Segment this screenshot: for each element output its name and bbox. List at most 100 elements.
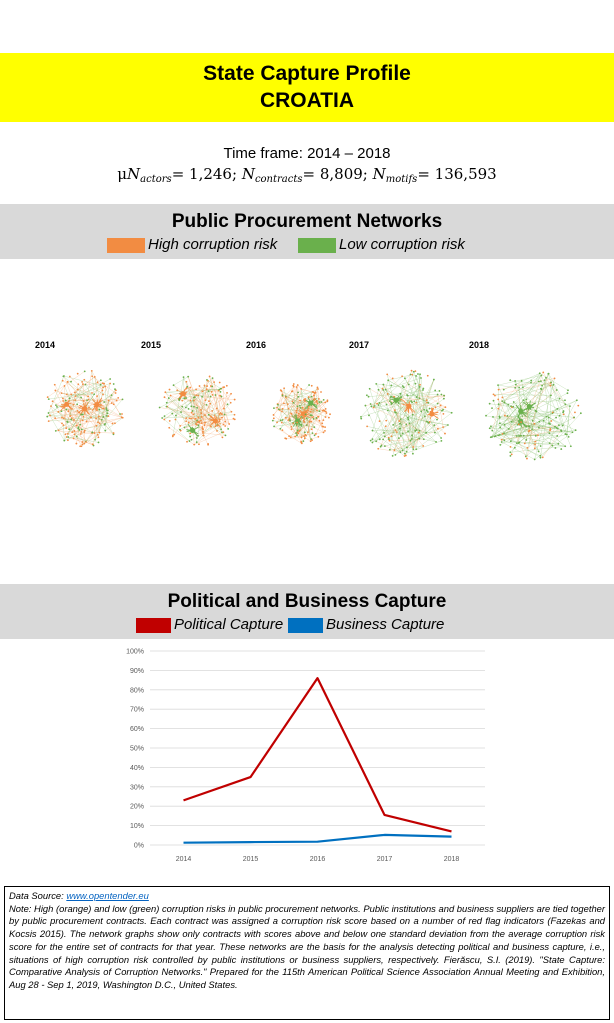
network-node (49, 414, 51, 417)
network-node (520, 434, 522, 437)
network-node (179, 425, 182, 427)
network-hub (393, 397, 399, 403)
network-node (387, 438, 390, 441)
network-node (426, 411, 429, 413)
network-edge (210, 378, 213, 387)
network-node (220, 428, 222, 431)
network-node (102, 393, 104, 396)
network-edge (420, 377, 427, 433)
network-edge (416, 386, 420, 403)
network-node (200, 422, 203, 425)
network-edge (75, 380, 101, 397)
network-node (558, 424, 560, 427)
network-edge (74, 429, 82, 435)
network-node (186, 385, 189, 388)
data-source-line: Data Source: www.opentender.eu (9, 890, 605, 903)
network-node (530, 381, 532, 384)
network-node (414, 370, 417, 373)
network-node (201, 395, 203, 398)
network-node (65, 393, 68, 396)
network-node (180, 411, 182, 414)
network-node (400, 398, 402, 401)
network-node (96, 381, 99, 384)
network-node (112, 383, 115, 385)
network-edge (369, 388, 385, 433)
network-edge (395, 429, 403, 451)
network-edge (395, 432, 427, 456)
network-node (412, 448, 415, 451)
network-node (324, 416, 327, 418)
network-graph-2014 (46, 370, 124, 448)
network-edge (317, 387, 323, 424)
network-edge (307, 415, 313, 433)
network-edge (177, 390, 197, 396)
network-node (198, 443, 200, 446)
y-tick-label: 20% (130, 804, 144, 811)
network-node (371, 438, 374, 441)
network-node (497, 398, 500, 401)
network-node (302, 440, 305, 443)
network-node (525, 439, 528, 441)
network-edge (85, 416, 109, 443)
network-node (548, 442, 551, 445)
network-edge (522, 411, 575, 418)
network-edge (66, 394, 87, 442)
network-node (276, 406, 278, 409)
network-node (302, 416, 305, 419)
network-node (292, 383, 295, 385)
network-edge (198, 395, 206, 416)
network-node (382, 438, 384, 441)
network-node (528, 429, 531, 432)
network-node (193, 443, 196, 446)
network-node (564, 433, 567, 435)
network-edge (535, 429, 576, 437)
network-node (434, 406, 437, 409)
data-source-link[interactable]: www.opentender.eu (66, 890, 149, 901)
network-node (297, 395, 300, 398)
network-edge (208, 403, 211, 415)
network-edge (379, 402, 403, 451)
network-node (534, 443, 536, 446)
network-node (310, 414, 313, 417)
network-node (547, 372, 550, 375)
network-node (197, 394, 200, 397)
network-node (566, 392, 569, 395)
network-node (439, 404, 442, 407)
network-node (195, 388, 198, 391)
network-edge (437, 394, 444, 428)
legend-item-high-risk: High corruption risk (107, 235, 277, 255)
network-node (189, 386, 192, 389)
network-node (531, 419, 534, 422)
network-node (569, 445, 572, 448)
contracts-label: contracts (254, 174, 303, 185)
network-node (75, 442, 78, 445)
network-edge (63, 375, 106, 387)
network-node (290, 412, 293, 415)
network-node (192, 396, 195, 399)
network-edge (219, 414, 226, 427)
network-edge (518, 417, 549, 444)
network-node (65, 427, 68, 430)
network-node (409, 439, 412, 442)
network-node (526, 457, 528, 460)
network-edge (499, 423, 527, 441)
network-node (310, 428, 313, 431)
network-edge (282, 398, 306, 421)
network-node (68, 428, 71, 431)
network-edge (499, 423, 509, 430)
network-node (405, 446, 408, 449)
network-edge (404, 378, 428, 422)
network-node (200, 409, 202, 411)
network-node (407, 430, 409, 433)
network-edge (106, 395, 112, 409)
network-node (95, 424, 98, 427)
network-node (367, 395, 370, 398)
network-node (55, 404, 57, 407)
network-node (87, 398, 90, 401)
network-node (540, 380, 542, 383)
network-edge (491, 399, 524, 438)
network-edge (76, 436, 86, 442)
network-node (397, 402, 400, 404)
network-edge (166, 388, 222, 403)
network-node (567, 389, 569, 392)
